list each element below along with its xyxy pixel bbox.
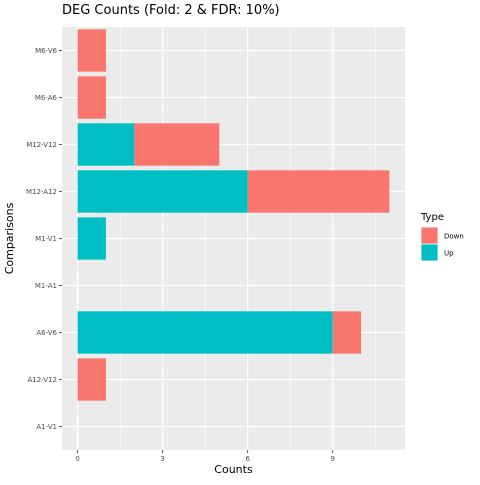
legend-label-up: Up [444,250,454,258]
y-tick-label: M6-A6 [35,94,58,102]
legend-swatch-up [421,244,438,261]
y-tick-label: M12-A12 [26,188,57,196]
bars [77,29,390,401]
bar-down-M12-A12 [247,170,390,213]
bar-down-A6-V6 [332,311,362,354]
legend-items: Down Up [421,227,464,261]
bar-down-A12-V12 [77,358,106,401]
bar-up-M1-V1 [77,217,106,260]
legend-title: Type [420,212,444,223]
y-tick-label: A6-V6 [36,329,57,337]
bar-up-M12-A12 [77,170,248,213]
bar-down-M6-A6 [77,76,106,119]
bar-down-M6-V6 [77,29,106,72]
legend-label-down: Down [444,233,464,241]
bar-up-A6-V6 [77,311,333,354]
y-tick-label: M6-V6 [35,47,57,55]
x-tick-label: 9 [330,455,334,463]
x-axis-ticks: 0 3 6 9 [75,450,335,463]
x-tick-label: 6 [245,455,250,463]
x-tick-label: 0 [75,455,79,463]
legend: Type Down Up [420,212,464,261]
x-tick-label: 3 [160,455,164,463]
y-axis-ticks: A1-V1 A12-V12 A6-V6 M1-A1 M1-V1 M12-A12 M12-V1… [26,47,62,431]
x-axis-title: Counts [214,463,253,476]
bar-down-M12-V12 [134,123,220,166]
y-tick-label: A1-V1 [36,423,57,431]
y-tick-label: M1-A1 [35,282,57,290]
y-tick-label: A12-V12 [27,376,57,384]
y-tick-label: M1-V1 [35,235,57,243]
legend-swatch-down [421,227,438,244]
chart-title: DEG Counts (Fold: 2 & FDR: 10%) [62,3,280,18]
y-axis-title: Comparisons [3,202,16,274]
y-tick-label: M12-V12 [26,141,57,149]
bar-up-M12-V12 [77,123,135,166]
